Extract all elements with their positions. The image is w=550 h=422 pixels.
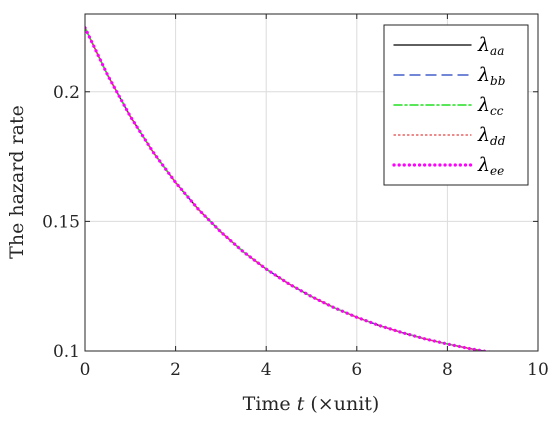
x-tick-label: 6 — [351, 360, 362, 380]
tick-labels: 0 2 4 6 8 10 0.1 0.15 0.2 — [42, 83, 549, 380]
legend: λaa λbb λcc λdd λee — [383, 24, 529, 186]
y-tick-label: 0.2 — [53, 83, 80, 103]
ticks — [84, 14, 539, 352]
y-tick-label: 0.15 — [42, 212, 80, 232]
legend-label-bb: λbb — [477, 64, 505, 88]
plot-frame — [84, 13, 539, 352]
series-line-ee — [85, 26, 494, 351]
legend-label-aa: λaa — [477, 34, 504, 58]
legend-label-cc: λcc — [477, 94, 504, 118]
x-axis-title-suffix: (×unit) — [304, 393, 379, 415]
legend-label-dd: λdd — [477, 124, 506, 148]
x-axis-title-prefix: Time — [243, 393, 297, 415]
series-layer — [85, 26, 494, 351]
y-axis-title: The hazard rate — [6, 105, 28, 259]
x-tick-label: 8 — [442, 360, 453, 380]
y-tick-label: 0.1 — [53, 342, 80, 362]
x-axis-title: Time t (×unit) — [243, 393, 380, 415]
legend-label-ee: λee — [477, 154, 504, 178]
x-tick-label: 0 — [80, 360, 91, 380]
x-tick-label: 10 — [527, 360, 549, 380]
legend-box — [383, 24, 529, 186]
x-tick-label: 4 — [261, 360, 272, 380]
x-axis-title-var: t — [297, 393, 305, 415]
x-tick-label: 2 — [170, 360, 181, 380]
